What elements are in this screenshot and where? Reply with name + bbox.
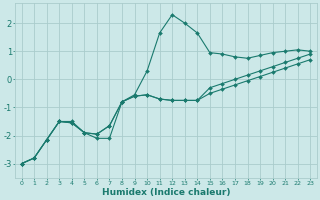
- X-axis label: Humidex (Indice chaleur): Humidex (Indice chaleur): [102, 188, 230, 197]
